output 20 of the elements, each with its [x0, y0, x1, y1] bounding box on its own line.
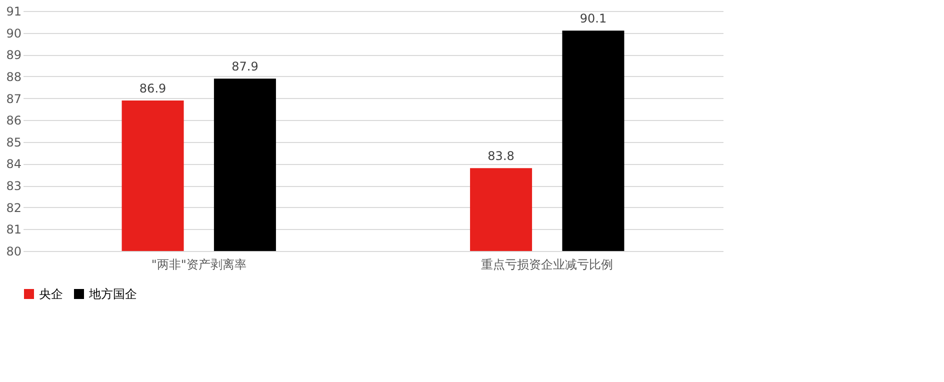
y-tick-label: 89	[6, 48, 22, 62]
x-tick-label: 重点亏损资企业减亏比例	[481, 258, 614, 272]
data-label: 86.9	[139, 81, 166, 96]
data-label: 87.9	[232, 60, 258, 74]
y-tick-label: 91	[6, 4, 22, 18]
data-label: 90.1	[580, 12, 607, 26]
y-tick-label: 83	[6, 179, 22, 194]
legend-label: 央企	[39, 287, 63, 301]
y-tick-label: 81	[6, 222, 22, 237]
legend-label: 地方国企	[88, 287, 137, 301]
data-label: 83.8	[488, 149, 514, 164]
y-tick-label: 84	[6, 157, 22, 172]
y-tick-label: 86	[6, 114, 22, 128]
x-tick-label: "两非"资产剥离率	[151, 258, 246, 272]
y-tick-label: 82	[6, 200, 22, 215]
y-tick-label: 90	[6, 26, 22, 40]
y-tick-label: 85	[6, 135, 22, 150]
y-tick-label: 80	[6, 244, 22, 258]
y-tick-label: 88	[6, 70, 22, 84]
y-tick-label: 87	[6, 92, 22, 106]
